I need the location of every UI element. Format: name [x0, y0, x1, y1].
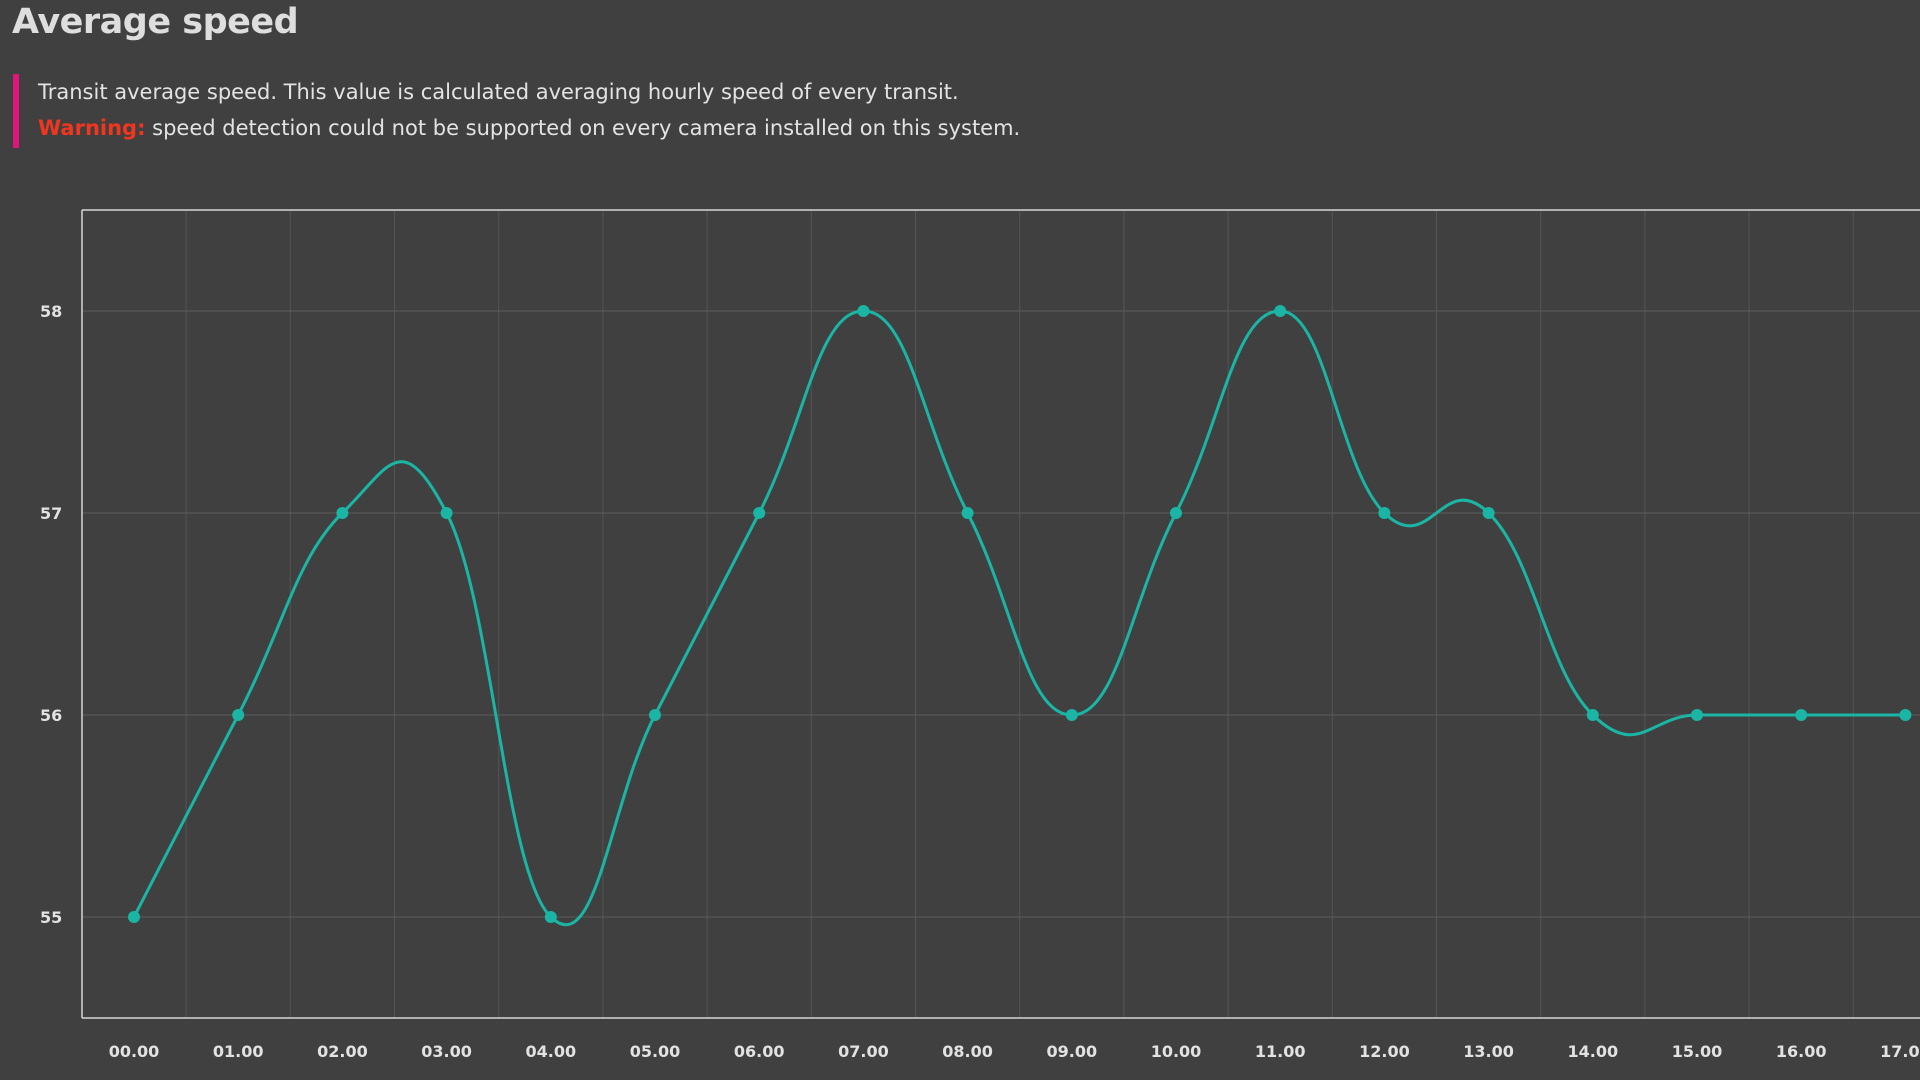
x-tick-label: 09.00: [1046, 1042, 1097, 1061]
x-tick-label: 12.00: [1359, 1042, 1410, 1061]
data-point: [232, 709, 245, 721]
info-callout: Transit average speed. This value is cal…: [13, 74, 1020, 148]
data-point: [649, 709, 661, 721]
data-point: [961, 507, 974, 519]
x-tick-label: 00.00: [109, 1042, 160, 1061]
x-tick-label: 15.00: [1672, 1042, 1723, 1061]
x-tick-label: 01.00: [213, 1042, 264, 1061]
data-point: [544, 911, 557, 923]
warning-line: Warning: speed detection could not be su…: [38, 110, 1020, 146]
data-point: [1170, 507, 1182, 519]
x-tick-label: 07.00: [838, 1042, 889, 1061]
y-tick-label: 55: [40, 908, 62, 927]
y-tick-label: 57: [40, 504, 62, 523]
x-tick-label: 10.00: [1151, 1042, 1202, 1061]
data-point: [440, 507, 453, 519]
x-tick-label: 16.00: [1776, 1042, 1827, 1061]
x-tick-label: 02.00: [317, 1042, 368, 1061]
x-tick-label: 06.00: [734, 1042, 785, 1061]
y-tick-label: 58: [40, 302, 62, 321]
data-point: [857, 305, 870, 317]
warning-text: speed detection could not be supported o…: [145, 116, 1021, 140]
x-tick-label: 17.00: [1880, 1042, 1920, 1061]
data-point: [1065, 709, 1078, 721]
x-tick-label: 05.00: [630, 1042, 681, 1061]
x-tick-label: 03.00: [421, 1042, 472, 1061]
x-tick-label: 08.00: [942, 1042, 993, 1061]
data-point: [753, 507, 766, 519]
x-tick-label: 04.00: [525, 1042, 576, 1061]
data-point: [1378, 507, 1391, 519]
x-tick-label: 13.00: [1463, 1042, 1514, 1061]
data-point: [1274, 305, 1287, 317]
page-title: Average speed: [12, 2, 299, 42]
data-point: [1899, 709, 1912, 721]
data-point: [1586, 709, 1599, 721]
data-point: [1691, 709, 1703, 721]
description-text: Transit average speed. This value is cal…: [38, 80, 959, 104]
y-tick-label: 56: [40, 706, 62, 725]
data-point: [336, 507, 349, 519]
warning-label: Warning:: [38, 116, 146, 140]
x-tick-label: 14.00: [1567, 1042, 1618, 1061]
x-tick-label: 11.00: [1255, 1042, 1306, 1061]
data-point: [128, 911, 140, 923]
data-point: [1795, 709, 1808, 721]
data-point: [1482, 507, 1495, 519]
